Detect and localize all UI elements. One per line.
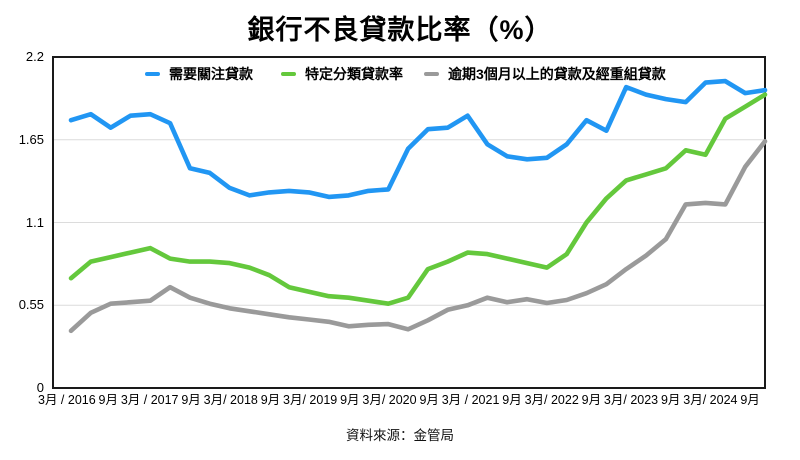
x-tick-label: 3月/ 2023: [603, 393, 659, 407]
x-tick-label: 3月 / 2021: [441, 393, 500, 407]
series-line-0: [68, 78, 768, 200]
x-tick-label: 9月: [581, 393, 602, 407]
x-tick-label: 3月/ 2024: [683, 393, 738, 407]
x-tick-label: 9月: [660, 393, 681, 407]
legend-swatch-icon: [281, 72, 296, 76]
legend-label: 逾期3個月以上的貸款及經重組貸款: [448, 66, 666, 82]
plot-border: [52, 56, 766, 389]
x-tick-label: 3月 / 2017: [120, 393, 179, 407]
x-axis-labels: 3月 / 2016 9月 3月 / 2017 9月 3月/ 2018 9月 3月/ 2019…: [38, 393, 760, 409]
x-tick-label: 9月: [98, 393, 118, 407]
y-tick-label: 1.1: [25, 214, 44, 230]
chart-title: 銀行不良貸款比率（%）: [247, 15, 553, 45]
x-tick-label: 3月/ 2018: [203, 393, 258, 407]
x-tick-label: 9月: [260, 393, 281, 407]
series-line-1: [68, 92, 768, 307]
x-tick-label: 3月/ 2022: [524, 393, 579, 407]
x-tick-label: 3月/ 2020: [362, 393, 417, 407]
x-tick-label: 3月/ 2019: [283, 393, 338, 407]
x-tick-label: 9月: [740, 393, 760, 407]
y-tick-label: 0: [36, 380, 44, 395]
x-tick-label: 9月: [502, 393, 522, 407]
legend-label: 特定分類貸款率: [305, 66, 403, 82]
x-tick-label: 9月: [340, 393, 360, 407]
y-tick-label: 2.2: [25, 49, 44, 64]
legend-item: 需要關注貸款: [145, 65, 253, 83]
legend-item: 特定分類貸款率: [281, 65, 403, 83]
legend-swatch-icon: [145, 72, 160, 76]
y-tick-label: 0.55: [18, 297, 44, 313]
x-tick-label: 9月: [419, 393, 439, 407]
x-tick-label: 3月 / 2016: [38, 393, 96, 407]
y-tick-label: 1.65: [18, 131, 44, 147]
legend-item: 逾期3個月以上的貸款及經重組貸款: [424, 65, 666, 83]
legend-label: 需要關注貸款: [169, 66, 253, 82]
source-note: 資料來源：金管局: [346, 428, 454, 443]
series-line-2: [68, 139, 768, 334]
legend-swatch-icon: [424, 72, 439, 76]
chart-legend: 需要關注貸款 特定分類貸款率 逾期3個月以上的貸款及經重組貸款: [0, 65, 800, 83]
x-tick-label: 9月: [181, 393, 201, 407]
